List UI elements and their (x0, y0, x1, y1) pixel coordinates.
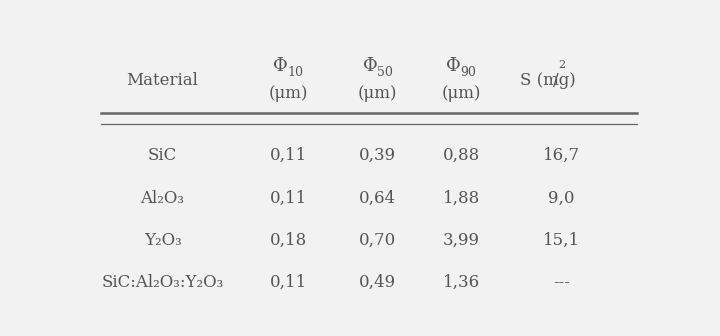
Text: 90: 90 (460, 66, 476, 79)
Text: 16,7: 16,7 (543, 147, 580, 164)
Text: Al₂O₃: Al₂O₃ (140, 190, 184, 207)
Text: 0,70: 0,70 (359, 232, 396, 249)
Text: (μm): (μm) (441, 85, 481, 102)
Text: 0,11: 0,11 (269, 190, 307, 207)
Text: Material: Material (127, 72, 199, 89)
Text: Φ: Φ (274, 57, 288, 75)
Text: 1,88: 1,88 (443, 190, 480, 207)
Text: Y₂O₃: Y₂O₃ (144, 232, 181, 249)
Text: (μm): (μm) (269, 85, 308, 102)
Text: 0,39: 0,39 (359, 147, 396, 164)
Text: 0,64: 0,64 (359, 190, 396, 207)
Text: 10: 10 (287, 66, 303, 79)
Text: S (m: S (m (520, 72, 559, 89)
Text: 0,88: 0,88 (443, 147, 480, 164)
Text: Φ: Φ (363, 57, 377, 75)
Text: 0,11: 0,11 (269, 274, 307, 291)
Text: /g): /g) (553, 72, 575, 89)
Text: 3,99: 3,99 (443, 232, 480, 249)
Text: (μm): (μm) (358, 85, 397, 102)
Text: 0,18: 0,18 (269, 232, 307, 249)
Text: 1,36: 1,36 (443, 274, 480, 291)
Text: 2: 2 (559, 60, 566, 70)
Text: SiC: SiC (148, 147, 177, 164)
Text: 50: 50 (377, 66, 392, 79)
Text: Φ: Φ (446, 57, 462, 75)
Text: SiC:Al₂O₃:Y₂O₃: SiC:Al₂O₃:Y₂O₃ (102, 274, 224, 291)
Text: 15,1: 15,1 (543, 232, 580, 249)
Text: 0,11: 0,11 (269, 147, 307, 164)
Text: ---: --- (553, 274, 570, 291)
Text: 9,0: 9,0 (548, 190, 575, 207)
Text: 0,49: 0,49 (359, 274, 396, 291)
